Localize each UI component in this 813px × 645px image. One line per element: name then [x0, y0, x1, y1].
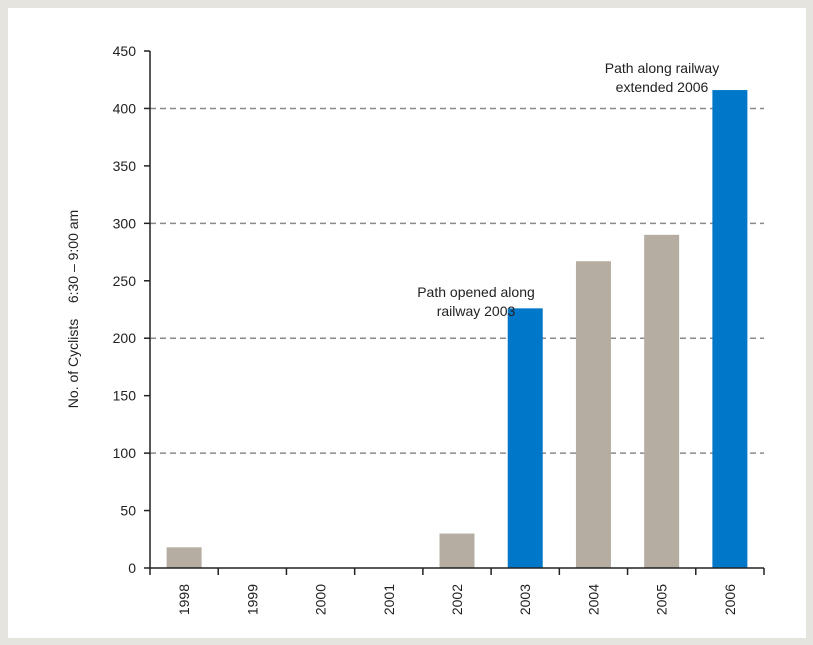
y-tick-label: 200 [113, 330, 137, 346]
annotation-2006-line-0: Path along railway [605, 60, 719, 76]
x-tick-label: 2006 [722, 584, 738, 615]
x-tick-label: 2000 [313, 584, 329, 615]
x-tick-label: 2003 [517, 584, 533, 615]
y-tick-label: 50 [120, 503, 136, 519]
bar-2002 [439, 533, 475, 568]
annotation-2003-line-0: Path opened along [417, 284, 535, 300]
y-tick-label: 250 [113, 273, 137, 289]
x-tick-label: 1999 [244, 584, 260, 615]
x-tick-label: 1998 [176, 584, 192, 615]
y-axis-title: No. of Cyclists 6:30 – 9:00 am [65, 210, 81, 408]
y-tick-label: 450 [113, 43, 137, 59]
x-tick-label: 2004 [585, 584, 601, 615]
x-tick-label: 2002 [449, 584, 465, 615]
y-tick-label: 300 [113, 215, 137, 231]
x-tick-label: 2005 [654, 584, 670, 615]
x-tick-label: 2001 [381, 584, 397, 615]
chart-panel: 0 50 100 150 200 250 300 350 400 450 1998 1999 2000 2… [8, 8, 806, 638]
bar-2005 [644, 234, 680, 569]
annotation-2003-line-1: railway 2003 [437, 303, 516, 319]
bar-1998 [166, 547, 202, 568]
y-tick-label: 150 [113, 388, 137, 404]
y-tick-label: 400 [113, 100, 137, 116]
y-tick-label: 350 [113, 158, 137, 174]
bar-2006 [712, 90, 748, 568]
bar-chart: 0 50 100 150 200 250 300 350 400 450 1998 1999 2000 2… [65, 43, 765, 615]
y-tick-label: 0 [128, 560, 136, 576]
bar-2004 [575, 261, 611, 568]
annotation-2006-line-1: extended 2006 [616, 79, 709, 95]
bar-2003 [507, 308, 543, 568]
y-tick-label: 100 [113, 445, 137, 461]
